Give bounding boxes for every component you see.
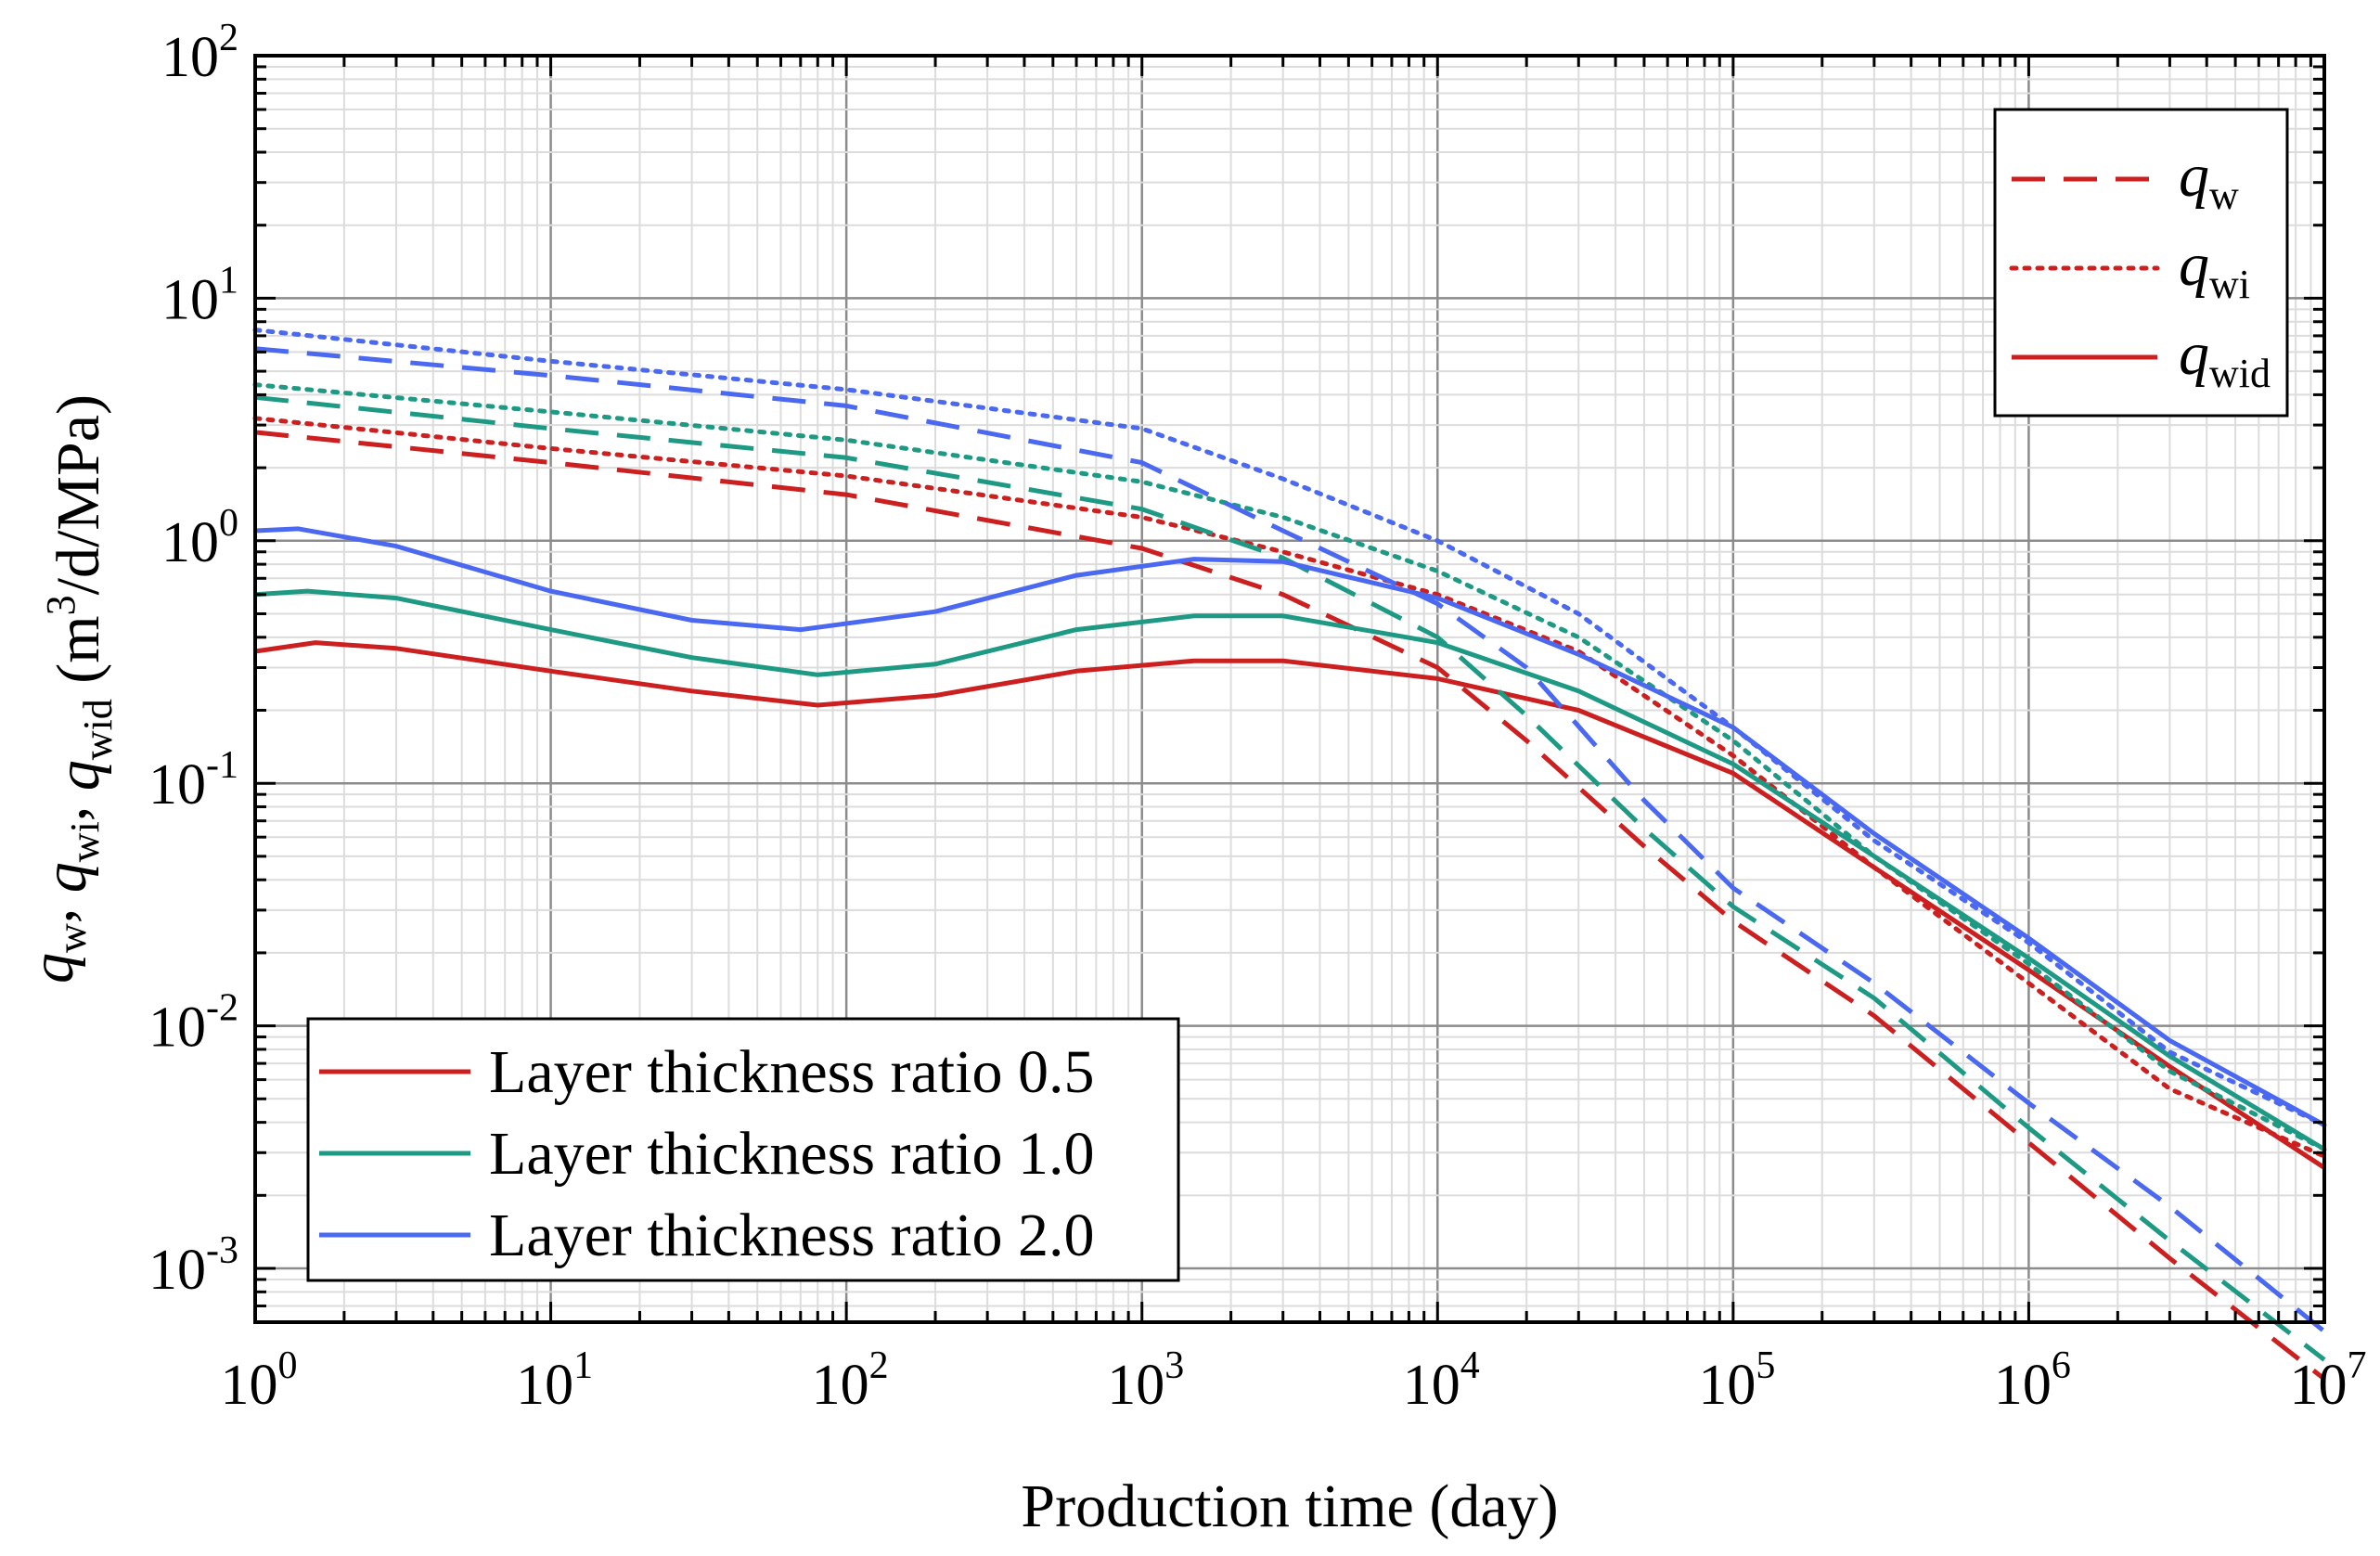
x-tick-label: 106 [1994,1344,2071,1417]
y-tick-label: 10-1 [148,744,238,817]
y-tick-label: 101 [161,259,238,331]
legend-style-label: qw [2179,142,2239,218]
series-q-w-ratio-1-0 [254,394,2326,1362]
series-q-wi-ratio-1-0 [252,382,2327,1152]
x-axis-title: Production time (day) [1021,1472,1558,1540]
series-q-w-ratio-0-5 [254,430,2326,1382]
series-q-wid-ratio-2-0 [254,526,2326,1127]
tick-labels: 100 101 102 103 104 105 106 107 102 101 100 10-1 10-… [148,17,2367,1417]
series-q-wid-ratio-1-0 [254,588,2326,1151]
x-tick-label: 104 [1403,1344,1480,1417]
series-q-w-ratio-2-0 [254,346,2326,1333]
series-q-wid-ratio-0-5 [254,640,2326,1170]
series-q-wi-ratio-2-0 [252,328,2327,1127]
x-tick-label: 105 [1698,1344,1775,1417]
plot-frame [253,54,2326,1324]
x-tick-label: 103 [1107,1344,1184,1417]
x-tick-label: 100 [221,1344,298,1417]
x-tick-label: 107 [2290,1344,2367,1417]
series-q-wi-ratio-0-5 [252,416,2327,1159]
y-tick-label: 10-3 [148,1229,238,1302]
series-lines [252,328,2327,1382]
legend-ratio-label: Layer thickness ratio 2.0 [489,1202,1094,1269]
legend-style-label: qwid [2179,320,2271,396]
legend-ratio-label: Layer thickness ratio 1.0 [489,1120,1094,1188]
legend-styles-box [1993,108,2289,418]
x-tick-label: 101 [516,1344,593,1417]
y-tick-label: 102 [161,17,238,89]
legend-style-label: qwi [2179,231,2250,307]
legend-line-styles: qw qwi qwid [1993,108,2289,418]
legend-layer-thickness-ratios: Layer thickness ratio 0.5 Layer thickness… [306,1017,1180,1282]
y-tick-label: 10-2 [148,987,238,1060]
axes [253,54,2326,1324]
y-tick-label: 100 [161,502,238,574]
x-tick-label: 102 [812,1344,889,1417]
legend-ratio-label: Layer thickness ratio 0.5 [489,1038,1094,1106]
y-axis-title: qw, qwi, qwid (m3/d/MPa) [19,394,121,984]
